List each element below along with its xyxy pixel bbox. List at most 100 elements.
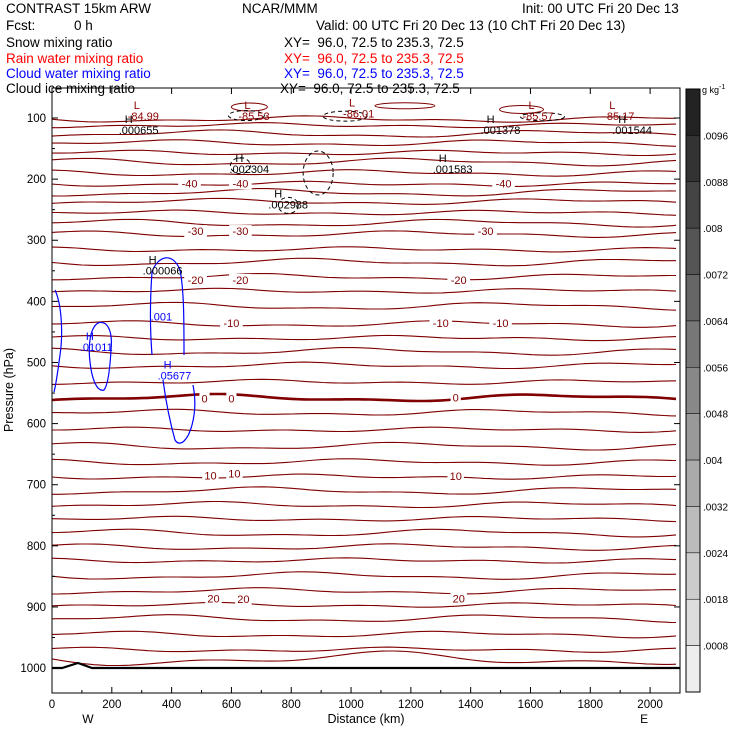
contour-label: 0 xyxy=(201,394,207,406)
temperature-contours xyxy=(51,102,677,667)
extrema-marker: H xyxy=(439,153,447,165)
contour-label: -20 xyxy=(188,275,204,287)
contour-label-bg xyxy=(450,592,467,605)
temperature-contour-line xyxy=(51,197,677,205)
model-title: CONTRAST 15km ARW xyxy=(6,1,152,16)
extrema-value: .002304 xyxy=(229,164,269,176)
contour-label: 20 xyxy=(453,593,465,605)
extrema-marker: L xyxy=(528,100,534,112)
terrain-line xyxy=(52,661,680,670)
contour-label-bg xyxy=(226,467,243,480)
extrema-marker: H xyxy=(235,153,243,165)
temperature-contour-line xyxy=(51,557,677,564)
temperature-contour-line xyxy=(51,543,677,551)
colorbar-level-label: .0064 xyxy=(703,317,728,328)
contour-label-bg xyxy=(492,177,515,190)
colorbar-swatch xyxy=(685,506,701,554)
contour-label: 10 xyxy=(228,469,240,481)
extrema-marker: H xyxy=(274,188,282,200)
y-tick-label: 600 xyxy=(27,419,46,431)
extrema-marker: H xyxy=(125,114,133,126)
cloud-water-contour xyxy=(88,321,112,391)
ice-contour xyxy=(519,112,565,122)
contour-label: -30 xyxy=(188,226,204,238)
temperature-contour-line xyxy=(51,115,677,123)
cloud-water-contour xyxy=(151,257,185,356)
extrema-value: .001378 xyxy=(481,125,521,137)
contour-label: -40 xyxy=(182,178,198,190)
x-tick-label: 1000 xyxy=(338,699,364,711)
contour-label-bg xyxy=(184,225,207,238)
temperature-contour-line xyxy=(51,646,677,653)
contour-label: -40 xyxy=(496,178,512,190)
contour-label: -10 xyxy=(223,318,239,330)
colorbar-level-label: .0056 xyxy=(703,363,728,374)
colorbar-swatch xyxy=(685,645,701,693)
extrema-value: -85.17 xyxy=(603,111,634,123)
temperature-contour-line xyxy=(51,218,677,228)
contour-label: -40 xyxy=(232,178,248,190)
extrema-marker: H xyxy=(164,360,172,372)
contour-label-bg xyxy=(429,316,453,329)
temperature-contour-line xyxy=(51,180,676,187)
cloud-water-contour xyxy=(53,289,63,393)
contour-label-bg xyxy=(447,273,471,286)
closed-contour xyxy=(499,104,545,114)
x-axis-title: Distance (km) xyxy=(327,712,404,726)
contour-label-bg xyxy=(450,391,461,404)
extrema-value: .000066 xyxy=(143,265,183,277)
temperature-contour-line xyxy=(51,246,677,253)
temperature-contour-line xyxy=(52,320,677,328)
colorbar-swatch xyxy=(685,135,701,183)
temperature-contour-line xyxy=(51,441,677,451)
extrema-marker: H xyxy=(86,331,94,343)
colorbar-swatch xyxy=(685,598,701,646)
closed-contour xyxy=(230,102,268,112)
contour-label-bg xyxy=(235,593,252,606)
contour-label: -10 xyxy=(493,318,509,330)
temperature-contour-line xyxy=(51,346,677,356)
temperature-contour-line xyxy=(51,230,677,238)
y-tick-label: 200 xyxy=(27,174,46,186)
temperature-contour-line xyxy=(51,528,677,538)
colorbar-level-label: .0072 xyxy=(703,271,728,282)
temperature-contour-line xyxy=(51,334,677,342)
forecast-hour: 0 h xyxy=(74,18,93,33)
colorbar-frame xyxy=(685,88,701,693)
colorbar-swatch xyxy=(685,227,701,275)
temperature-contour-line xyxy=(51,361,677,370)
contour-label: -10 xyxy=(433,318,449,330)
contour-label: -30 xyxy=(232,226,248,238)
y-tick-label: 300 xyxy=(27,235,46,247)
x-tick-label: 1600 xyxy=(518,699,544,711)
temperature-contour-line xyxy=(52,149,677,157)
temperature-contour-line xyxy=(51,287,677,294)
temperature-contour-line xyxy=(51,601,677,608)
colorbar-swatch xyxy=(685,413,701,461)
contour-label-bg xyxy=(229,273,252,286)
temperature-contour-line xyxy=(51,571,677,580)
field-name-snow: Snow mixing ratio xyxy=(6,35,113,50)
contour-label-bg xyxy=(447,470,464,483)
extrema-value: .05677 xyxy=(158,371,192,383)
extrema-value: .000655 xyxy=(119,125,159,137)
contour-label: 10 xyxy=(450,471,462,483)
cloud-water-contours xyxy=(53,257,196,444)
colorbar-swatch xyxy=(685,274,701,322)
contour-labels: -40 -40 -40 -30 -30 -30 -20 -20 -20 -10 -10 -10 0 0 0 1… xyxy=(80,97,652,606)
forecast-label: Fcst: xyxy=(6,18,36,33)
contour-label-bg xyxy=(226,392,237,405)
temperature-contour-line xyxy=(51,188,677,197)
extrema-value: .001544 xyxy=(612,125,652,137)
ice-contour xyxy=(229,157,251,175)
temperature-contour-line xyxy=(51,458,677,466)
ice-contour xyxy=(277,196,299,214)
contour-label: -20 xyxy=(451,275,467,287)
cloud-water-contour xyxy=(149,271,153,356)
extrema-value: -84.99 xyxy=(128,111,159,123)
field-xy-snow: XY= 96.0, 72.5 to 235.3, 72.5 xyxy=(284,35,464,50)
contour-label: 0 xyxy=(453,392,459,404)
colorbar-level-label: .0048 xyxy=(703,410,728,421)
extrema-value: -85.53 xyxy=(238,111,269,123)
